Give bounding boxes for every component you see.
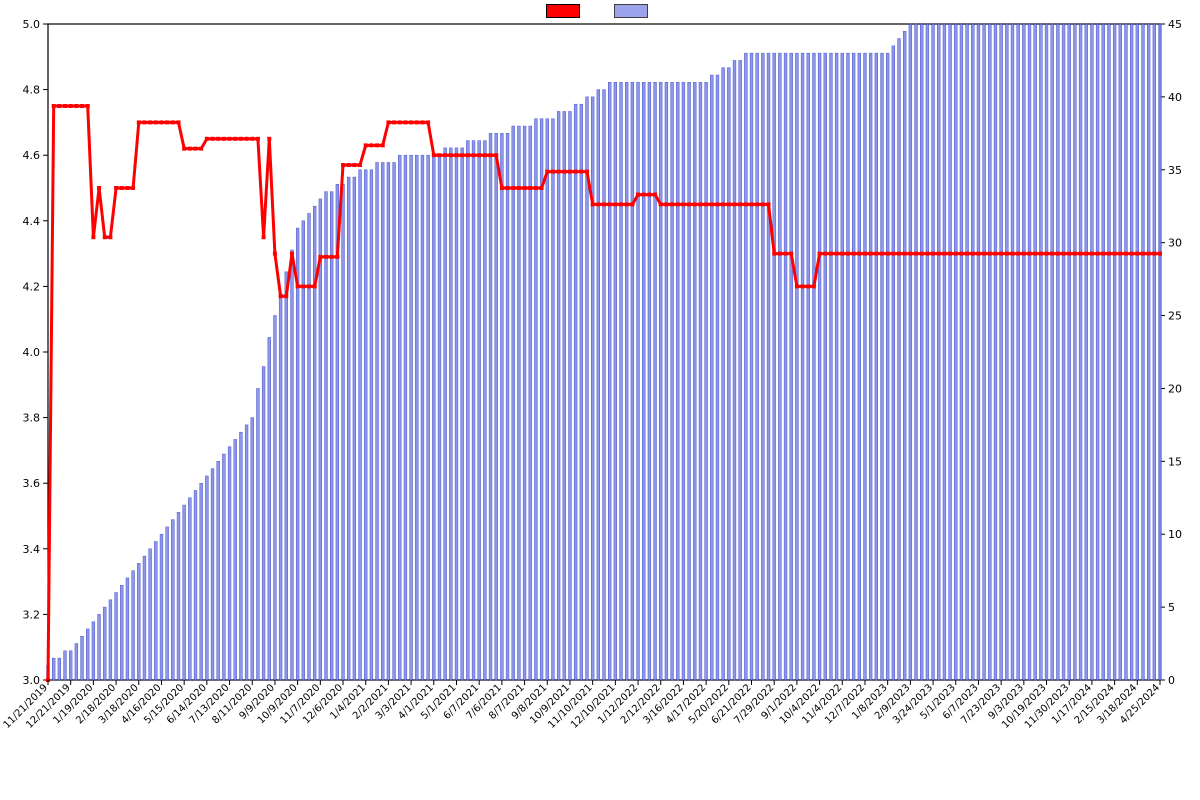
svg-text:0: 0: [1168, 674, 1175, 687]
svg-text:4.6: 4.6: [23, 149, 41, 162]
svg-text:4.0: 4.0: [23, 346, 41, 359]
svg-text:25: 25: [1168, 310, 1182, 323]
svg-text:20: 20: [1168, 382, 1182, 395]
svg-text:3.8: 3.8: [23, 412, 41, 425]
svg-text:3.4: 3.4: [23, 543, 41, 556]
svg-text:3.6: 3.6: [23, 477, 41, 490]
svg-text:3.2: 3.2: [23, 608, 41, 621]
svg-text:3.0: 3.0: [23, 674, 41, 687]
svg-text:40: 40: [1168, 91, 1182, 104]
svg-text:5: 5: [1168, 601, 1175, 614]
svg-text:10: 10: [1168, 528, 1182, 541]
svg-text:4.8: 4.8: [23, 84, 41, 97]
svg-text:30: 30: [1168, 237, 1182, 250]
chart-root: 3.0 3.2 3.4 3.6 3.8 4.0 4.2 4.4 4.6 4.8 5.0 0 5 10 15 2…: [0, 0, 1200, 800]
svg-text:15: 15: [1168, 455, 1182, 468]
svg-text:45: 45: [1168, 18, 1182, 31]
svg-text:35: 35: [1168, 164, 1182, 177]
svg-text:5.0: 5.0: [23, 18, 41, 31]
svg-text:4.4: 4.4: [23, 215, 41, 228]
svg-text:4.2: 4.2: [23, 280, 41, 293]
chart-svg: 3.0 3.2 3.4 3.6 3.8 4.0 4.2 4.4 4.6 4.8 5.0 0 5 10 15 2…: [0, 0, 1200, 800]
